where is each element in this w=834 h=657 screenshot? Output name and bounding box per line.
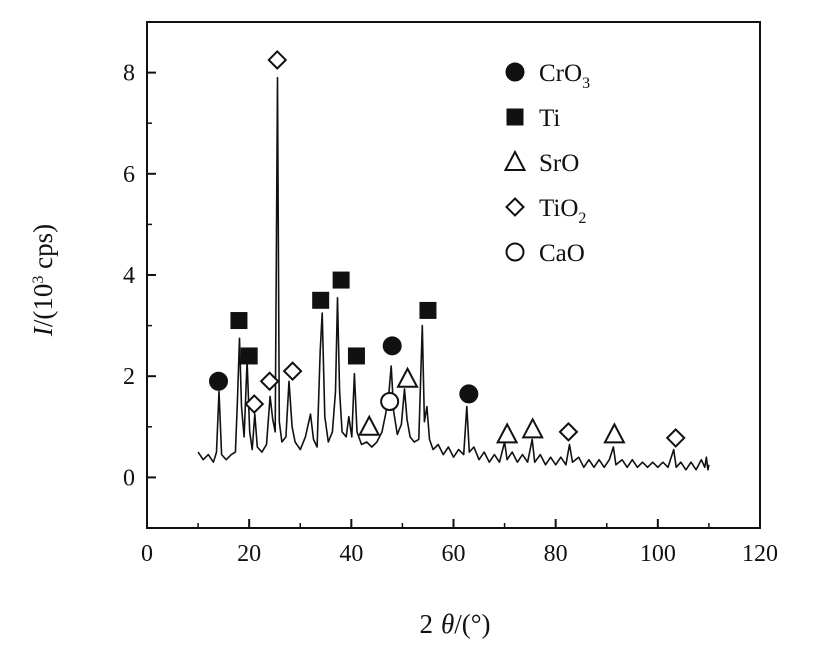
legend-marker-sro: [503, 149, 527, 171]
peak-marker-sro: [495, 422, 519, 444]
peak-marker-tio2: [244, 394, 265, 414]
y-tick-label: 6: [123, 162, 135, 188]
y-tick-label: 2: [123, 364, 135, 390]
peak-marker-tio2: [558, 421, 579, 442]
x-tick-label: 60: [442, 541, 466, 567]
y-axis-unit: /(10: [28, 284, 58, 328]
legend-marker-tio2: [505, 197, 525, 217]
legend-item-sro: SrO: [503, 149, 579, 177]
legend: CrO3 Ti SrO TiO2 CaO: [503, 60, 590, 267]
peak-marker-ti: [230, 312, 248, 330]
y-axis-title: I/(103 cps): [28, 224, 58, 337]
y-axis-unit2: cps): [28, 224, 58, 276]
y-axis-symbol: I: [28, 325, 58, 337]
peak-marker-cao: [380, 392, 400, 411]
series-layer: [197, 76, 710, 471]
y-tick-label: 0: [123, 465, 135, 491]
x-tick-label: 80: [544, 541, 568, 567]
legend-marker-ti: [506, 108, 524, 126]
peak-marker-tio2: [665, 428, 686, 448]
peak-marker-ti: [347, 347, 365, 365]
x-tick-label: 20: [237, 541, 261, 567]
peak-marker-ti: [240, 347, 258, 365]
peak-marker-cro3: [382, 336, 402, 356]
peak-marker-sro: [603, 422, 626, 444]
legend-label: CrO3: [539, 60, 590, 92]
peak-marker-sro: [521, 417, 544, 439]
x-tick-label: 0: [141, 541, 153, 567]
peak-marker-sro: [396, 366, 419, 388]
peak-marker-tio2: [259, 371, 280, 392]
peak-marker-tio2: [267, 50, 288, 70]
y-tick-label: 8: [123, 61, 135, 87]
legend-label: SrO: [539, 150, 579, 177]
peak-marker-ti: [419, 301, 437, 319]
plot-frame: [146, 21, 761, 529]
x-tick-label: 120: [742, 541, 778, 567]
peak-marker-ti: [312, 291, 330, 309]
legend-label: Ti: [539, 105, 560, 132]
peak-marker-ti: [332, 271, 350, 289]
legend-label: CaO: [539, 240, 585, 267]
legend-item-cro3: CrO3: [505, 60, 590, 92]
legend-marker-cao: [505, 242, 525, 262]
legend-item-ti: Ti: [506, 105, 560, 132]
peak-marker-sro: [358, 414, 381, 436]
x-axis-symbol: θ: [441, 609, 454, 639]
y-tick-label: 4: [123, 263, 135, 289]
peak-marker-cro3: [459, 384, 479, 404]
x-axis-unit: /(°): [454, 609, 490, 639]
x-axis-prefix: 2: [419, 609, 433, 639]
x-tick-label: 40: [339, 541, 363, 567]
peak-marker-tio2: [282, 361, 303, 382]
peak-marker-cro3: [209, 371, 229, 391]
legend-item-cao: CaO: [505, 240, 585, 267]
legend-label: TiO2: [539, 195, 586, 227]
x-axis-title: 2 θ/(°): [419, 609, 490, 639]
x-tick-label: 100: [640, 541, 676, 567]
axes: 0 20 40 60 80 100 120 0 2 4 6 8: [123, 21, 778, 567]
y-axis-exp: 3: [30, 276, 47, 284]
xrd-pattern-line: [197, 76, 710, 471]
legend-marker-cro3: [505, 62, 525, 82]
legend-item-tio2: TiO2: [505, 195, 586, 227]
peak-markers: [209, 50, 686, 448]
